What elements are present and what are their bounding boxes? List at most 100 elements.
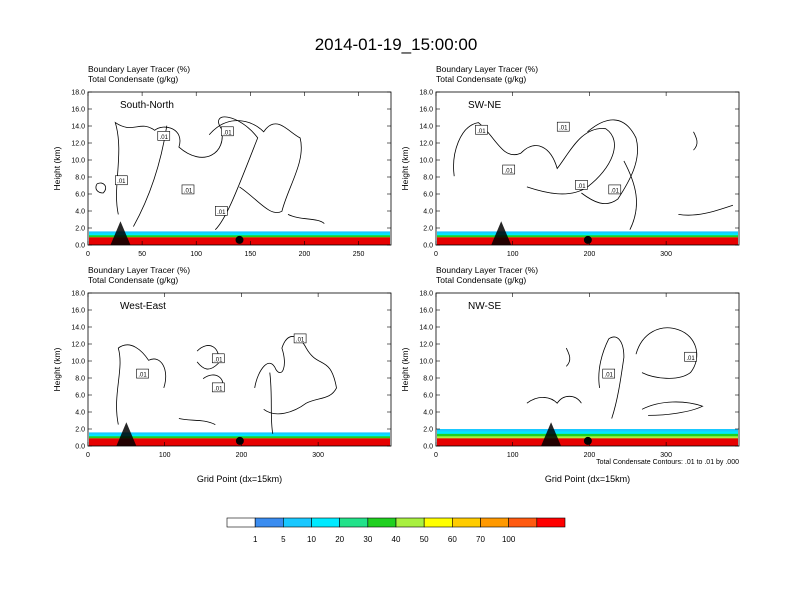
colorbar: 1 5 10 20 30 40 50 60 70 100 [226, 517, 566, 544]
y-tick-label: 2.0 [423, 226, 433, 233]
terrain-feature [110, 221, 131, 245]
contour-label: .01 [559, 126, 568, 132]
location-marker [235, 235, 244, 244]
contour-label: .01 [686, 356, 695, 362]
contour-line [287, 214, 325, 224]
x-tick-label: 150 [244, 251, 256, 258]
colorbar-label: 70 [476, 535, 485, 544]
contour-label-box [157, 131, 171, 141]
panel-subtitle-condensate: Total Condensate (g/kg) [88, 275, 178, 285]
contour-label-box [136, 368, 149, 379]
x-axis-label: Grid Point (dx=15km) [197, 474, 282, 484]
colorbar-label: 20 [335, 535, 344, 544]
colorbar-label: 5 [281, 535, 286, 544]
location-marker [583, 235, 592, 244]
colorbar-swatch [226, 517, 256, 528]
y-axis-label: Height (km) [400, 146, 410, 190]
contour-label: .01 [117, 179, 126, 185]
x-axis-label: Grid Point (dx=15km) [545, 474, 630, 484]
x-tick-label: 200 [236, 452, 248, 459]
colorbar-swatch [339, 517, 369, 528]
y-tick-label: 18.0 [71, 291, 85, 298]
contour-label-box [475, 124, 488, 135]
x-tick-label: 200 [584, 251, 596, 258]
terrain-feature [541, 422, 562, 446]
y-tick-label: 10.0 [419, 158, 433, 165]
y-tick-label: 10.0 [71, 158, 85, 165]
y-tick-label: 4.0 [75, 209, 85, 216]
contour-label-box [575, 180, 588, 190]
contour-line [693, 131, 698, 151]
y-tick-label: 8.0 [423, 376, 433, 383]
colorbar-label: 10 [307, 535, 316, 544]
contour-line [598, 336, 625, 419]
y-tick-label: 12.0 [71, 342, 85, 349]
panel-nw-se: Boundary Layer Tracer (%) Total Condensat… [400, 265, 740, 484]
y-axis-label: Height (km) [400, 347, 410, 391]
colorbar-swatch [423, 517, 453, 528]
contour-label: .01 [160, 135, 169, 141]
contour-label-box [293, 333, 307, 344]
y-tick-label: 2.0 [75, 226, 85, 233]
y-tick-label: 4.0 [423, 410, 433, 417]
y-axis-label: Height (km) [52, 146, 62, 190]
y-tick-label: 16.0 [71, 308, 85, 315]
y-tick-label: 18.0 [419, 291, 433, 298]
y-tick-label: 12.0 [419, 141, 433, 148]
colorbar-swatch [452, 517, 481, 528]
contour-label: .01 [605, 373, 614, 379]
panel-subtitle-tracer: Boundary Layer Tracer (%) [436, 265, 538, 275]
y-tick-label: 8.0 [75, 175, 85, 182]
contour-line [635, 327, 698, 379]
contour-label-box [502, 164, 516, 175]
x-tick-label: 300 [312, 452, 324, 459]
y-tick-label: 18.0 [71, 90, 85, 97]
panel-subtitle-tracer: Boundary Layer Tracer (%) [88, 64, 190, 74]
contour-label-box [684, 351, 697, 362]
y-tick-label: 10.0 [419, 359, 433, 366]
panel-label: SW-NE [468, 100, 501, 111]
x-tick-label: 0 [86, 452, 90, 459]
panel-label: NW-SE [468, 301, 501, 312]
x-tick-label: 0 [434, 452, 438, 459]
y-tick-label: 6.0 [75, 192, 85, 199]
contour-line [678, 204, 734, 216]
contour-footnote: Total Condensate Contours: .01 to .01 by… [596, 459, 739, 466]
y-axis-label: Height (km) [52, 347, 62, 391]
colorbar-label: 1 [253, 535, 258, 544]
y-tick-label: 6.0 [423, 192, 433, 199]
y-tick-label: 8.0 [75, 376, 85, 383]
condensate-contours [116, 336, 337, 434]
x-tick-label: 100 [190, 251, 202, 258]
contour-label: .01 [214, 357, 223, 363]
location-marker [583, 436, 592, 445]
contour-line [565, 347, 571, 367]
y-tick-label: 14.0 [71, 124, 85, 131]
y-tick-label: 6.0 [423, 393, 433, 400]
contour-label: .01 [184, 188, 193, 194]
condensate-contours [453, 119, 734, 230]
x-tick-label: 100 [507, 251, 519, 258]
x-tick-label: 300 [660, 251, 672, 258]
colorbar-label: 40 [392, 535, 401, 544]
panel-west-east: Boundary Layer Tracer (%)Total Condensat… [52, 265, 392, 484]
colorbar-swatch [508, 517, 538, 528]
y-tick-label: 0.0 [75, 243, 85, 250]
x-tick-label: 0 [86, 251, 90, 258]
contour-line [623, 160, 637, 230]
x-tick-label: 50 [138, 251, 146, 258]
contour-label: .01 [217, 210, 226, 216]
location-marker [235, 436, 244, 445]
contour-label: .01 [138, 373, 147, 379]
x-tick-label: 200 [299, 251, 311, 258]
y-tick-label: 2.0 [423, 427, 433, 434]
y-tick-label: 12.0 [419, 342, 433, 349]
contour-label: .01 [577, 184, 586, 190]
colorbar-swatch [395, 517, 425, 528]
x-tick-label: 100 [159, 452, 171, 459]
y-tick-label: 0.0 [423, 243, 433, 250]
panel-subtitle-tracer: Boundary Layer Tracer (%) [436, 64, 538, 74]
contour-label-box [556, 121, 570, 132]
contour-label: .01 [477, 129, 486, 135]
